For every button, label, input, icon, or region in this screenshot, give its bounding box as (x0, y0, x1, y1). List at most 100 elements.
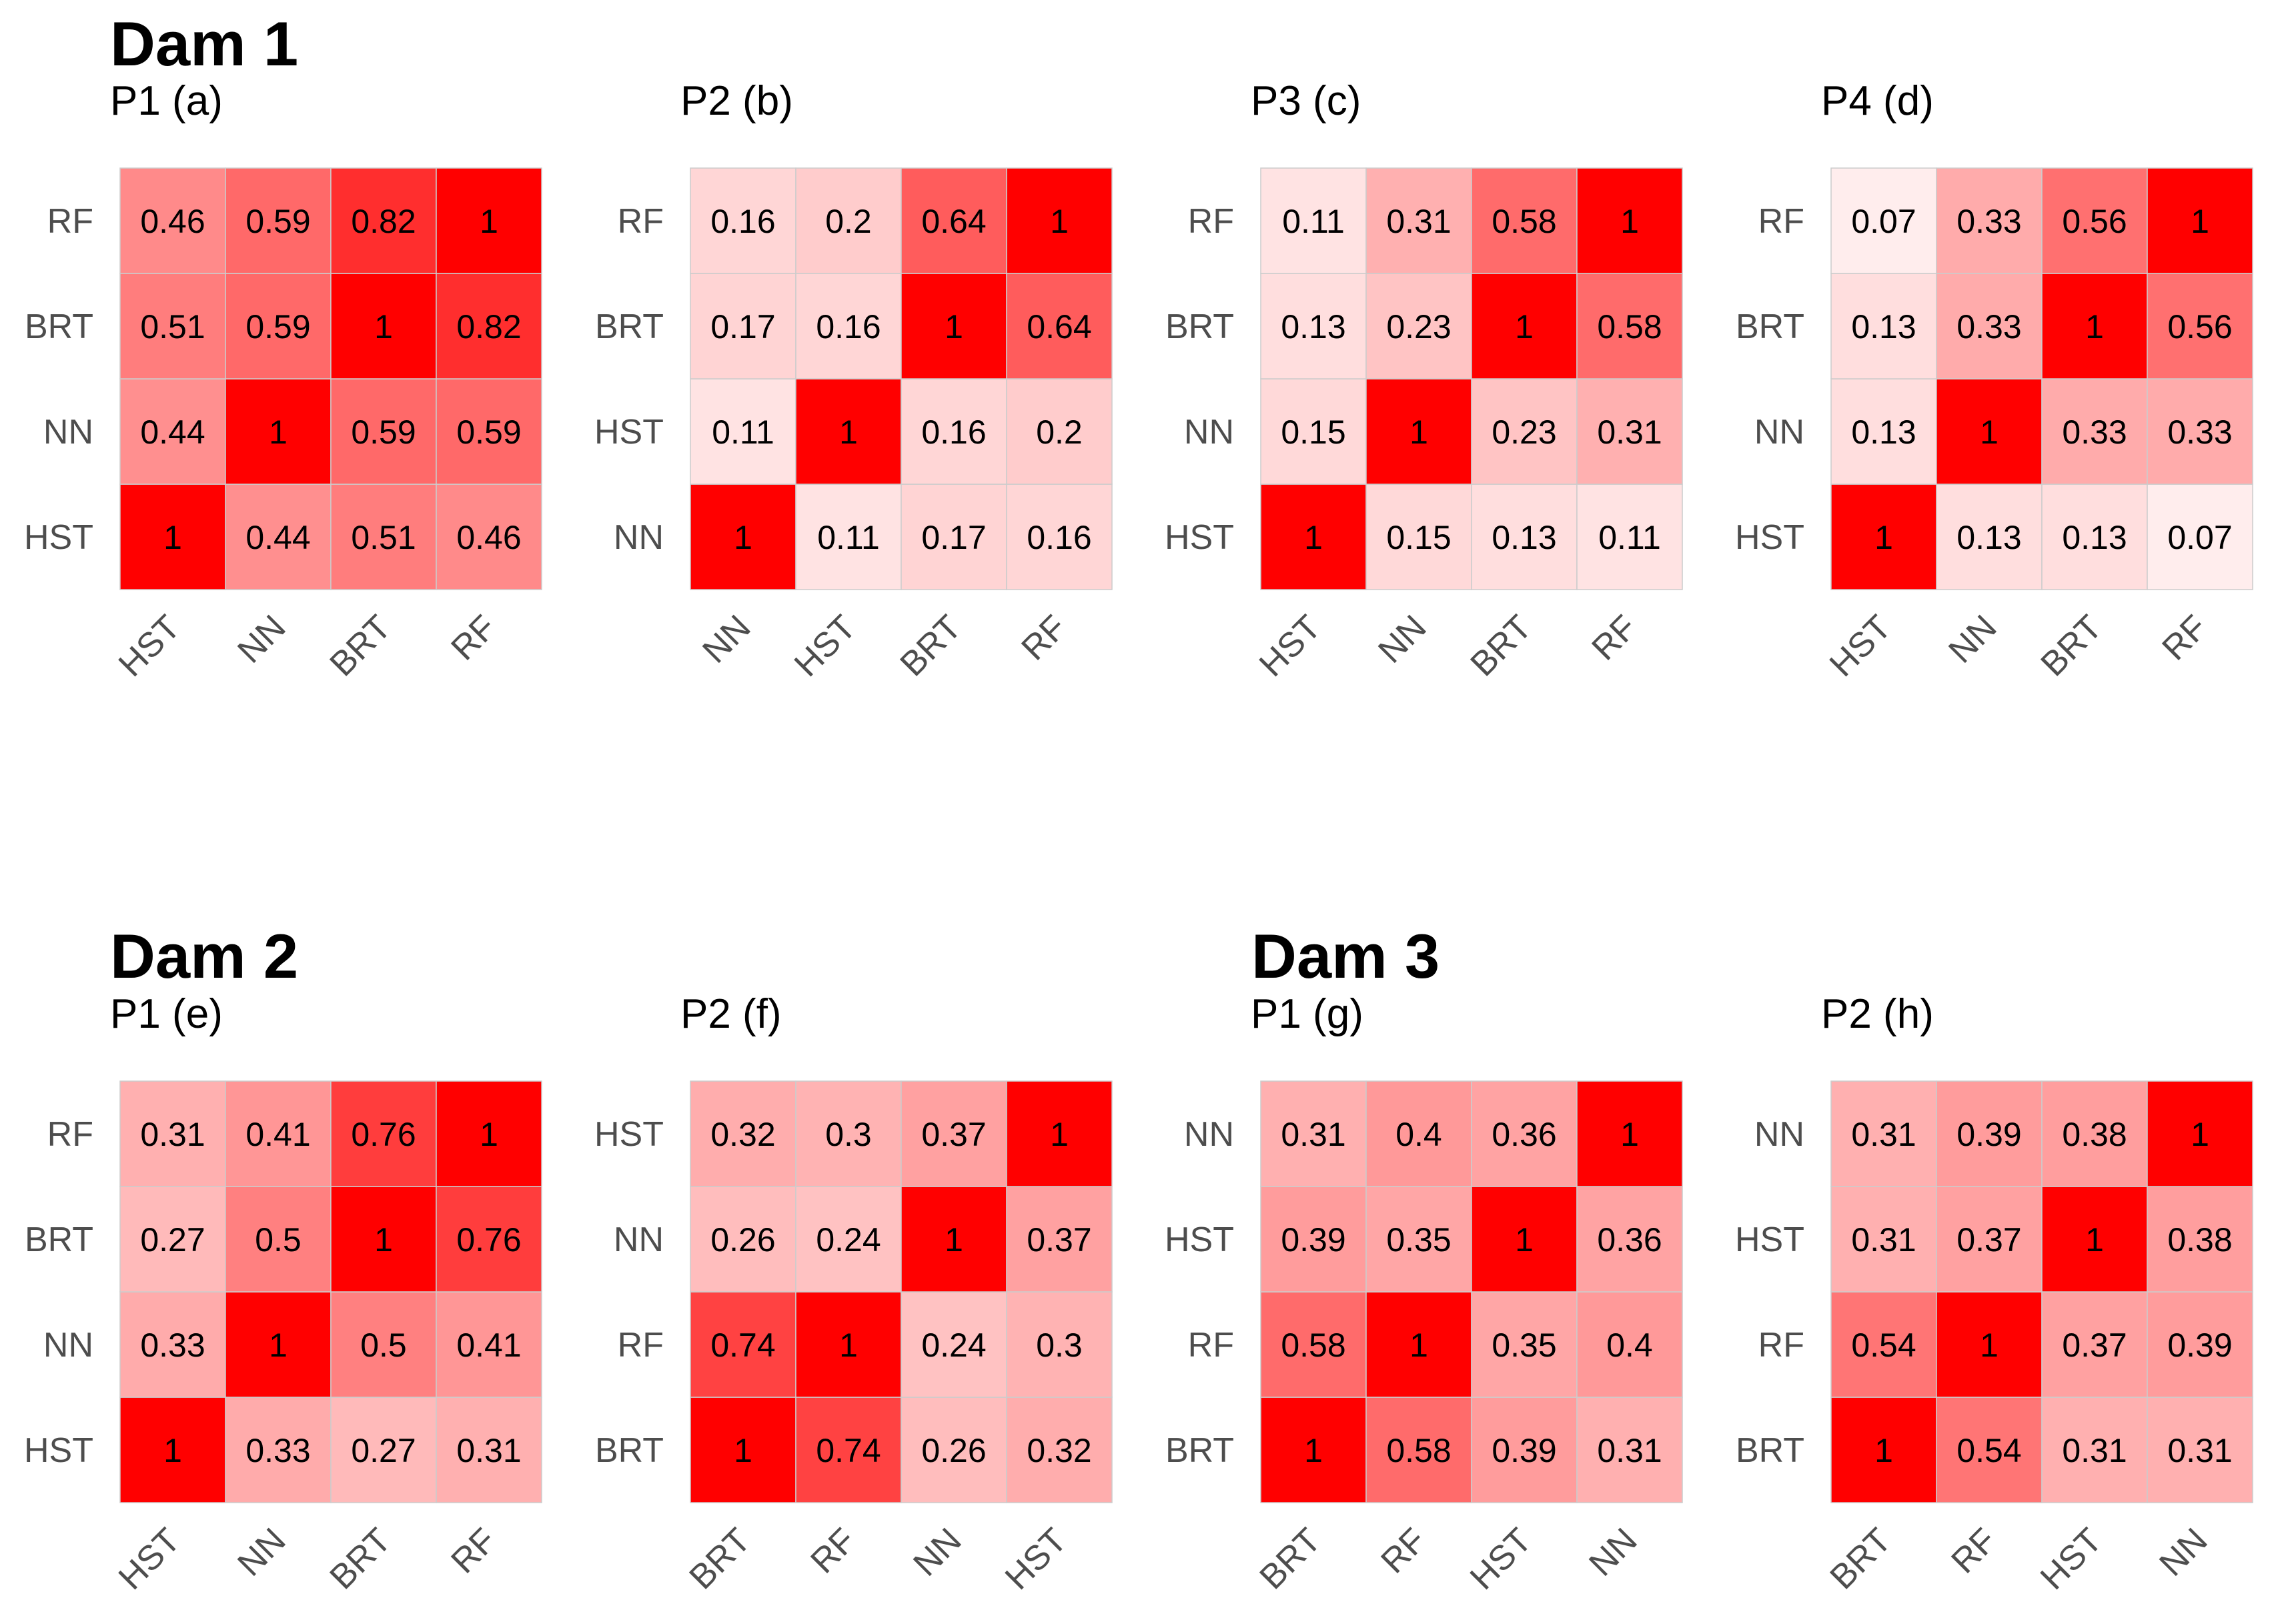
heatmap-cell (1576, 378, 1683, 485)
cell-value-label: 0.31 (1851, 1116, 1916, 1153)
cell-value-label: 0.58 (1281, 1327, 1345, 1364)
heatmap-cell (1576, 167, 1683, 274)
heatmap-cell (1471, 1080, 1578, 1187)
cell-value-label: 0.58 (1597, 308, 1662, 345)
heatmap-cell (1471, 484, 1578, 590)
cell-value-label: 0.31 (140, 1116, 205, 1153)
cell-value-label: 0.23 (1492, 414, 1556, 451)
cell-value-label: 1 (1409, 1327, 1428, 1364)
cell-value-label: 0.15 (1281, 414, 1345, 451)
cell-value-label: 1 (374, 1221, 393, 1259)
cell-value-label: 1 (269, 1327, 288, 1364)
y-tick-label: HST (1735, 1221, 1804, 1259)
heatmap-cell (1365, 484, 1472, 590)
panel-title: P3 (c) (1251, 78, 1361, 124)
heatmap-cell (1471, 1291, 1578, 1398)
cell-value-label: 0.11 (1282, 203, 1345, 240)
heatmap-cell (119, 1186, 226, 1293)
cell-value-label: 0.31 (1597, 1432, 1662, 1469)
y-tick-label: HST (1165, 1221, 1234, 1259)
heatmap-cell (690, 273, 796, 379)
cell-value-label: 0.51 (140, 308, 205, 345)
cell-value-label: 0.59 (245, 203, 310, 240)
heatmap-cell (225, 1397, 332, 1503)
y-tick-label: BRT (1165, 1431, 1234, 1470)
cell-value-label: 0.32 (1027, 1432, 1091, 1469)
cell-value-label: 0.59 (351, 414, 416, 451)
y-tick-label: HST (1165, 518, 1234, 557)
cell-value-label: 0.11 (817, 519, 880, 556)
heatmap-cell (901, 378, 1007, 485)
x-tick-label: BRT (1823, 1521, 1899, 1597)
heatmap-cell (119, 167, 226, 274)
cell-value-label: 1 (269, 414, 288, 451)
y-tick-label: HST (594, 413, 664, 452)
cell-value-label: 0.31 (2167, 1432, 2232, 1469)
heatmap-cell (901, 484, 1007, 590)
panel-title: P2 (h) (1821, 991, 1934, 1037)
heatmap-cell (1260, 273, 1367, 379)
cell-value-label: 0.11 (712, 414, 774, 451)
heatmap-cell (2147, 273, 2253, 379)
cell-value-label: 1 (1304, 519, 1323, 556)
heatmap-cell (1830, 484, 1937, 590)
heatmap-cell (2147, 167, 2253, 274)
x-tick-label: RF (1944, 1521, 2004, 1581)
heatmap-cell (1936, 273, 2043, 379)
heatmap-cell (225, 1291, 332, 1398)
heatmap-panel-7: P1 (g) 1 0.58 0.39 0.31 0.58 1 0.35 0.4 0.39 0.35 1… (1165, 991, 1683, 1597)
cell-value-label: 0.59 (456, 414, 521, 451)
cell-value-label: 0.39 (2167, 1327, 2232, 1364)
panel-title: P1 (g) (1251, 991, 1363, 1037)
heatmap-cell (225, 167, 332, 274)
x-tick-label: BRT (323, 1521, 399, 1597)
y-tick-label: RF (47, 1115, 93, 1154)
cell-value-label: 1 (945, 1221, 963, 1259)
cell-value-label: 1 (1620, 1116, 1639, 1153)
panel-title: P4 (d) (1821, 78, 1934, 124)
cell-value-label: 0.07 (2167, 519, 2232, 556)
x-tick-label: NN (695, 608, 758, 670)
heatmap-cell (330, 1291, 437, 1398)
cell-value-label: 0.59 (245, 308, 310, 345)
cell-value-label: 0.76 (456, 1221, 521, 1259)
cell-value-label: 0.4 (1606, 1327, 1653, 1364)
cell-value-label: 0.13 (1851, 308, 1916, 345)
heatmap-cell (1365, 378, 1472, 485)
heatmap-cell (1936, 1080, 2043, 1187)
cell-value-label: 0.76 (351, 1116, 416, 1153)
heatmap-panel-1: P1 (a) 1 0.44 0.51 0.46 0.44 1 0.59 0.59 0.51 0.59… (24, 78, 542, 684)
cell-value-label: 1 (1874, 1432, 1893, 1469)
cell-value-label: 0.16 (816, 308, 881, 345)
heatmap-cell (330, 1397, 437, 1503)
cell-value-label: 1 (1515, 308, 1534, 345)
heatmap-cell (436, 1186, 542, 1293)
cell-value-label: 1 (2085, 1221, 2104, 1259)
y-tick-label: BRT (25, 307, 93, 346)
x-tick-label: HST (998, 1521, 1075, 1597)
heatmap-cell (1365, 167, 1472, 274)
x-tick-label: NN (2152, 1521, 2215, 1583)
cell-value-label: 1 (945, 308, 963, 345)
cell-value-label: 1 (480, 1116, 498, 1153)
cell-value-label: 0.64 (1027, 308, 1091, 345)
cell-value-label: 0.39 (1956, 1116, 2021, 1153)
heatmap-cell (330, 1080, 437, 1187)
heatmap-cell (1471, 167, 1578, 274)
heatmap-cell (2041, 1186, 2148, 1293)
y-tick-label: RF (1188, 202, 1234, 241)
heatmap-cell (1830, 1080, 1937, 1187)
heatmap-cell (330, 167, 437, 274)
y-tick-label: NN (1754, 1115, 1804, 1154)
cell-value-label: 0.4 (1395, 1116, 1442, 1153)
cell-value-label: 1 (839, 1327, 858, 1364)
y-tick-label: RF (1188, 1326, 1234, 1365)
cell-value-label: 0.11 (1598, 519, 1661, 556)
cell-value-label: 0.26 (710, 1221, 775, 1259)
heatmap-cell (1830, 378, 1937, 485)
heatmap-cell (1576, 1080, 1683, 1187)
cell-value-label: 1 (163, 519, 182, 556)
heatmap-cell (225, 1186, 332, 1293)
cell-value-label: 1 (163, 1432, 182, 1469)
cell-value-label: 0.35 (1492, 1327, 1556, 1364)
